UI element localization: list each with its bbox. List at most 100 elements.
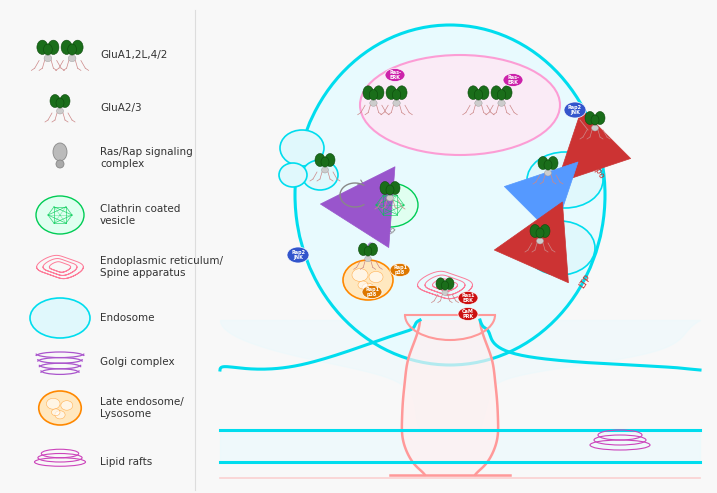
Ellipse shape	[321, 167, 328, 173]
Ellipse shape	[358, 243, 368, 255]
Ellipse shape	[52, 409, 60, 416]
Ellipse shape	[48, 40, 59, 54]
Ellipse shape	[442, 281, 449, 290]
Text: Endoplasmic reticulum/
Spine apparatus: Endoplasmic reticulum/ Spine apparatus	[100, 256, 223, 278]
Ellipse shape	[536, 238, 543, 244]
Ellipse shape	[390, 263, 410, 277]
Ellipse shape	[37, 40, 48, 54]
Ellipse shape	[362, 285, 382, 298]
Ellipse shape	[491, 86, 502, 100]
Text: Lipid rafts: Lipid rafts	[100, 457, 152, 467]
Ellipse shape	[302, 160, 338, 190]
Text: Rap2
JNK: Rap2 JNK	[291, 250, 305, 260]
Ellipse shape	[564, 102, 586, 118]
Ellipse shape	[280, 130, 324, 166]
Ellipse shape	[474, 90, 483, 100]
Ellipse shape	[325, 153, 335, 167]
Text: LTP/depo: LTP/depo	[579, 143, 605, 180]
Ellipse shape	[397, 86, 407, 100]
Ellipse shape	[385, 69, 405, 81]
Ellipse shape	[315, 153, 325, 167]
Text: Rap2
JNK: Rap2 JNK	[568, 105, 582, 115]
Ellipse shape	[369, 90, 378, 100]
Ellipse shape	[527, 152, 603, 208]
Ellipse shape	[67, 44, 77, 55]
Ellipse shape	[44, 55, 52, 62]
Polygon shape	[402, 320, 498, 475]
Ellipse shape	[475, 100, 482, 106]
Ellipse shape	[362, 183, 418, 227]
Ellipse shape	[36, 196, 84, 234]
Ellipse shape	[343, 260, 393, 300]
Ellipse shape	[458, 308, 478, 320]
Text: Rap1
p38: Rap1 p38	[365, 287, 379, 297]
Ellipse shape	[548, 156, 558, 170]
Ellipse shape	[591, 115, 599, 125]
Ellipse shape	[369, 272, 383, 282]
Ellipse shape	[595, 111, 605, 125]
Text: Golgi complex: Golgi complex	[100, 357, 175, 367]
Ellipse shape	[386, 185, 394, 195]
Ellipse shape	[374, 86, 384, 100]
Ellipse shape	[360, 55, 560, 155]
Text: Rap1
p38: Rap1 p38	[393, 265, 407, 275]
Ellipse shape	[540, 224, 550, 238]
Text: Ras-
ERK: Ras- ERK	[389, 70, 401, 80]
Ellipse shape	[364, 246, 372, 256]
Text: CaM
PRK: CaM PRK	[462, 309, 474, 319]
Ellipse shape	[47, 398, 60, 409]
Ellipse shape	[538, 156, 548, 170]
Ellipse shape	[592, 125, 599, 131]
Text: Late endosome/
Lysosome: Late endosome/ Lysosome	[100, 397, 184, 419]
Text: Clathrin coated
vesicle: Clathrin coated vesicle	[100, 204, 181, 226]
Ellipse shape	[55, 411, 65, 419]
Ellipse shape	[321, 157, 329, 167]
Ellipse shape	[50, 95, 60, 107]
Ellipse shape	[61, 401, 72, 410]
Text: LTD: LTD	[362, 239, 378, 257]
Ellipse shape	[436, 278, 445, 289]
Text: Ras1
ERK: Ras1 ERK	[461, 293, 475, 303]
Ellipse shape	[61, 40, 72, 54]
Ellipse shape	[536, 228, 544, 238]
Text: GluA1,2L,4/2: GluA1,2L,4/2	[100, 50, 167, 60]
Ellipse shape	[279, 163, 307, 187]
Ellipse shape	[295, 25, 605, 365]
Ellipse shape	[503, 73, 523, 86]
Ellipse shape	[57, 108, 64, 114]
Ellipse shape	[544, 160, 552, 170]
Ellipse shape	[39, 391, 81, 425]
Ellipse shape	[442, 290, 448, 295]
Ellipse shape	[525, 221, 595, 275]
Ellipse shape	[368, 243, 377, 255]
Ellipse shape	[365, 256, 371, 262]
Ellipse shape	[362, 283, 374, 293]
Ellipse shape	[390, 181, 400, 195]
Ellipse shape	[56, 160, 64, 168]
Ellipse shape	[60, 95, 70, 107]
Ellipse shape	[358, 281, 368, 289]
Ellipse shape	[380, 181, 390, 195]
Ellipse shape	[352, 269, 368, 282]
Ellipse shape	[386, 86, 397, 100]
Ellipse shape	[370, 100, 377, 106]
Ellipse shape	[56, 98, 64, 108]
Ellipse shape	[468, 86, 478, 100]
Ellipse shape	[544, 170, 551, 176]
Text: LTP: LTP	[577, 274, 593, 290]
Ellipse shape	[44, 44, 52, 55]
Ellipse shape	[530, 224, 540, 238]
Text: Ras/Rap signaling
complex: Ras/Rap signaling complex	[100, 147, 193, 169]
Text: cycling: cycling	[368, 212, 397, 236]
Text: Ras-
ERK: Ras- ERK	[507, 75, 519, 85]
Ellipse shape	[458, 291, 478, 305]
Ellipse shape	[445, 278, 454, 289]
Ellipse shape	[585, 111, 595, 125]
Ellipse shape	[478, 86, 489, 100]
Ellipse shape	[498, 100, 505, 106]
Ellipse shape	[68, 55, 76, 62]
Ellipse shape	[502, 86, 512, 100]
Ellipse shape	[386, 195, 394, 201]
Ellipse shape	[287, 247, 309, 263]
Text: Endosome: Endosome	[100, 313, 154, 323]
